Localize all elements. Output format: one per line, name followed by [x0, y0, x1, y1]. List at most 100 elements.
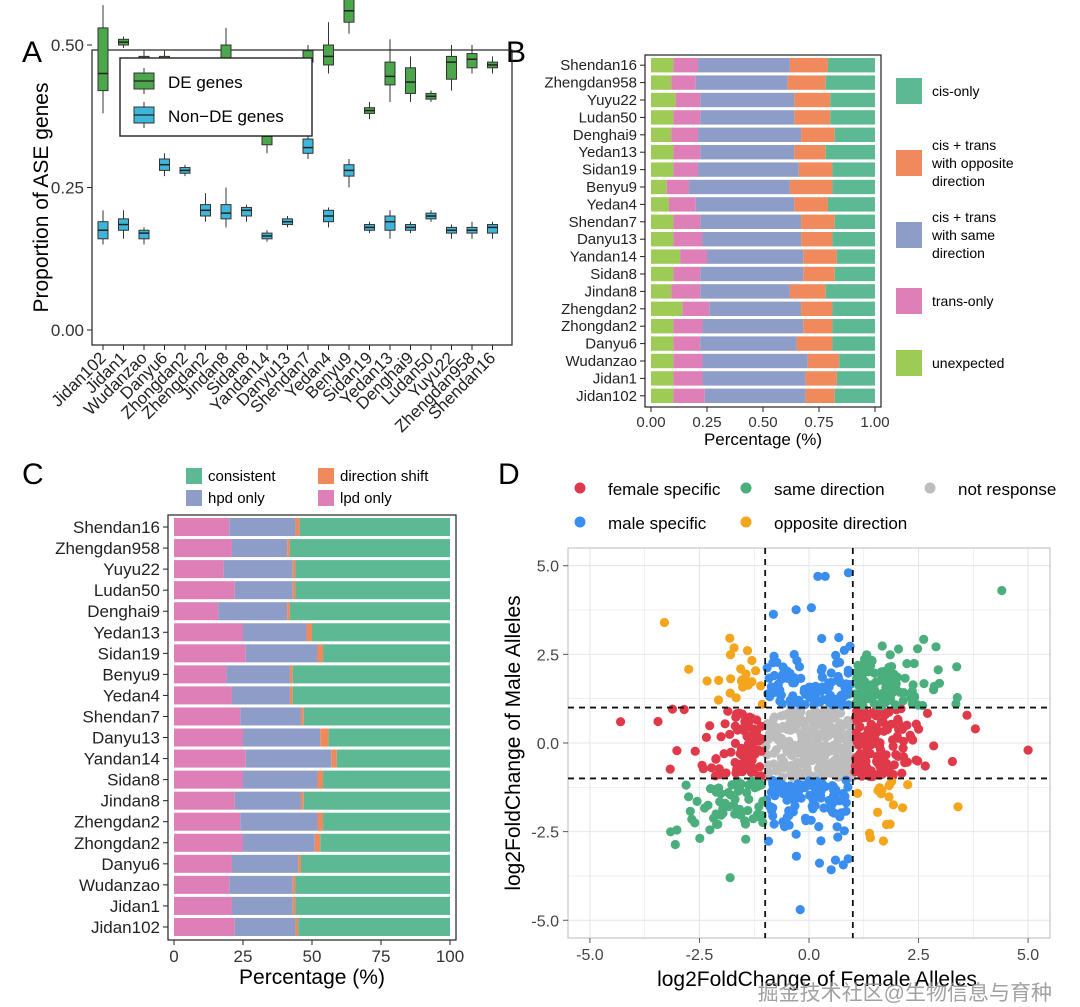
panel-d-point-not-response: [788, 717, 799, 728]
panel-b-ytick-label-sidan8: Sidan8: [590, 266, 637, 283]
panel-d-point-female-specific: [716, 732, 726, 742]
panel-d-point-male-specific: [808, 795, 818, 805]
panel-d-point-male-specific: [819, 803, 829, 813]
panel-d-point-male-specific: [804, 682, 814, 692]
panel-b-bar-danyu13-cis-only: [832, 232, 875, 247]
panel-d-point-same-direction: [695, 833, 705, 844]
panel-c-legend-label-lpd-only: lpd only: [340, 490, 392, 507]
panel-d-point-same-direction: [740, 819, 751, 829]
panel-d-point-male-specific: [820, 571, 830, 582]
panel-b-bar-denghai9-trans-only: [671, 127, 699, 142]
panel-b-bar-jidan1-cis-trans-with-opposite-direction: [805, 371, 837, 386]
panel-c-bar-shendan7: [174, 707, 450, 726]
panel-c-legend-key-hpd-only: [186, 490, 202, 506]
panel-b-bar-yedan4: [651, 197, 875, 212]
panel-b-bar-sidan8-cis-trans-with-opposite-direction: [803, 266, 835, 282]
panel-c-bar-sidan8-direction-shift: [317, 770, 324, 789]
panel-b-xtick-label: 0.50: [748, 414, 777, 431]
panel-b-bar-benyu9-cis-trans-with-same-direction: [689, 179, 790, 195]
panel-b-bar-shendan7-unexpected: [651, 214, 674, 229]
panel-d-legend-label-not-response: not response: [958, 480, 1056, 499]
panel-a-frame: [91, 49, 513, 346]
panel-b-bar-zhengdan958-trans-only: [671, 75, 696, 90]
panel-d-point-male-specific: [780, 822, 790, 832]
panel-d-point-opposite-direction: [881, 819, 892, 830]
panel-b-bar-jidan102-cis-only: [834, 388, 875, 403]
panel-c-bar-shendan7-direction-shift: [300, 707, 304, 726]
panel-a-box-de-genes-benyu9: [343, 0, 355, 34]
panel-d-xtick-label: 0.0: [798, 947, 820, 964]
panel-d-point-female-specific: [690, 746, 700, 756]
panel-a-box-de-genes-yedan13-iqr: [384, 61, 396, 86]
panel-d-point-same-direction: [900, 673, 910, 683]
panel-a-box-de-genes-shendan16: [487, 56, 498, 74]
panel-c-bar-jidan102-hpd-only: [234, 917, 296, 936]
panel-d-point-male-specific: [843, 568, 854, 578]
panel-d-point-male-specific: [791, 851, 802, 861]
panel-a-box-de-genes-ludan50: [425, 90, 437, 102]
panel-c-bar-denghai9-consistent: [289, 602, 450, 621]
panel-d-point-same-direction: [730, 794, 740, 805]
panel-a-box-de-genes-yuyu22: [446, 45, 457, 91]
panel-d-point-female-specific: [870, 733, 880, 743]
panel-b-bar-shendan7-cis-only: [834, 214, 875, 229]
panel-b-bar-ludan50-cis-only: [830, 110, 875, 125]
panel-d-point-male-specific: [778, 662, 788, 672]
panel-d-point-female-specific: [736, 743, 747, 753]
panel-d-point-male-specific: [841, 798, 851, 808]
panel-d-point-male-specific: [769, 670, 780, 681]
panel-d-point-same-direction: [715, 797, 725, 807]
panel-b-bar-yedan13-trans-only: [673, 145, 701, 160]
panel-d-point-same-direction: [890, 700, 901, 710]
panel-b-bar-yedan13: [651, 145, 875, 160]
panel-c-bar-zhongdan2-lpd-only: [174, 833, 243, 852]
panel-a-box-de-genes-yedan4: [323, 22, 334, 74]
panel-d-point-not-response: [833, 754, 844, 764]
panel-a-box-non-de-genes-sidan8: [241, 204, 252, 222]
panel-c-bar-shendan7-consistent: [303, 707, 450, 726]
panel-d-point-opposite-direction: [898, 803, 908, 813]
panel-c-ytick-label-shendan7: Shendan7: [82, 707, 160, 726]
panel-c-bar-yuyu22-consistent: [295, 560, 450, 579]
panel-d-point-female-specific: [737, 709, 748, 719]
panel-a-ytick-label: 0.25: [51, 179, 84, 198]
panel-b-stacked-bar: Shendan16Zhengdan958Yuyu22Ludan50Denghai…: [544, 54, 1014, 449]
panel-c-bar-danyu13-lpd-only: [174, 728, 243, 747]
panel-c-xtick-label: 0: [169, 947, 178, 966]
panel-b-bar-yuyu22-cis-only: [830, 92, 875, 108]
panel-a-box-de-genes-sidan19: [364, 102, 375, 120]
panel-d-point-same-direction: [670, 839, 680, 850]
panel-b-bar-danyu6-cis-trans-with-opposite-direction: [796, 336, 833, 351]
panel-b-bar-yuyu22-unexpected: [651, 92, 676, 108]
panel-d-point-female-specific: [970, 724, 981, 734]
panel-d-point-opposite-direction: [659, 617, 670, 628]
panel-b-bar-yedan13-cis-trans-with-opposite-direction: [794, 145, 826, 160]
panel-b-bar-sidan19-unexpected: [651, 162, 674, 177]
panel-a-box-non-de-genes-yedan13-iqr: [384, 215, 396, 231]
panel-c-bar-yedan13-hpd-only: [243, 623, 307, 642]
panel-d-point-female-specific: [900, 758, 910, 768]
panel-d-point-same-direction: [907, 689, 917, 699]
panel-d-point-female-specific: [897, 768, 907, 778]
panel-d-point-not-response: [784, 724, 794, 734]
panel-b-bar-wudanzao-unexpected: [651, 353, 674, 369]
panel-b-bar-yandan14-cis-trans-with-same-direction: [707, 249, 804, 264]
panel-b-bar-yedan4-trans-only: [668, 197, 696, 212]
panel-d-point-female-specific: [665, 764, 675, 774]
panel-c-legend: consistent direction shift hpd only lpd onl…: [186, 468, 429, 507]
panel-b-bar-wudanzao-trans-only: [673, 353, 703, 369]
panel-d-point-male-specific: [843, 668, 853, 678]
panel-a-boxplot: 0.000.250.500.75Proportion of ASE genesJ…: [30, 0, 513, 436]
panel-b-ytick-label-jindan8: Jindan8: [584, 283, 637, 300]
panel-d-point-male-specific: [817, 633, 827, 644]
panel-c-bar-sidan19: [174, 644, 450, 663]
panel-b-bar-yedan4-cis-trans-with-same-direction: [695, 197, 795, 212]
panel-b-bar-danyu13-trans-only: [673, 232, 703, 247]
panel-b-bar-jidan102-unexpected: [651, 388, 674, 403]
panel-b-legend-key-unexpected: [896, 350, 922, 376]
panel-b-bar-zhengdan958-cis-trans-with-opposite-direction: [787, 75, 826, 90]
panel-a-box-non-de-genes-danyu13: [282, 216, 293, 228]
panel-d-point-same-direction: [725, 873, 735, 883]
panel-b-bar-shendan7: [651, 214, 875, 229]
